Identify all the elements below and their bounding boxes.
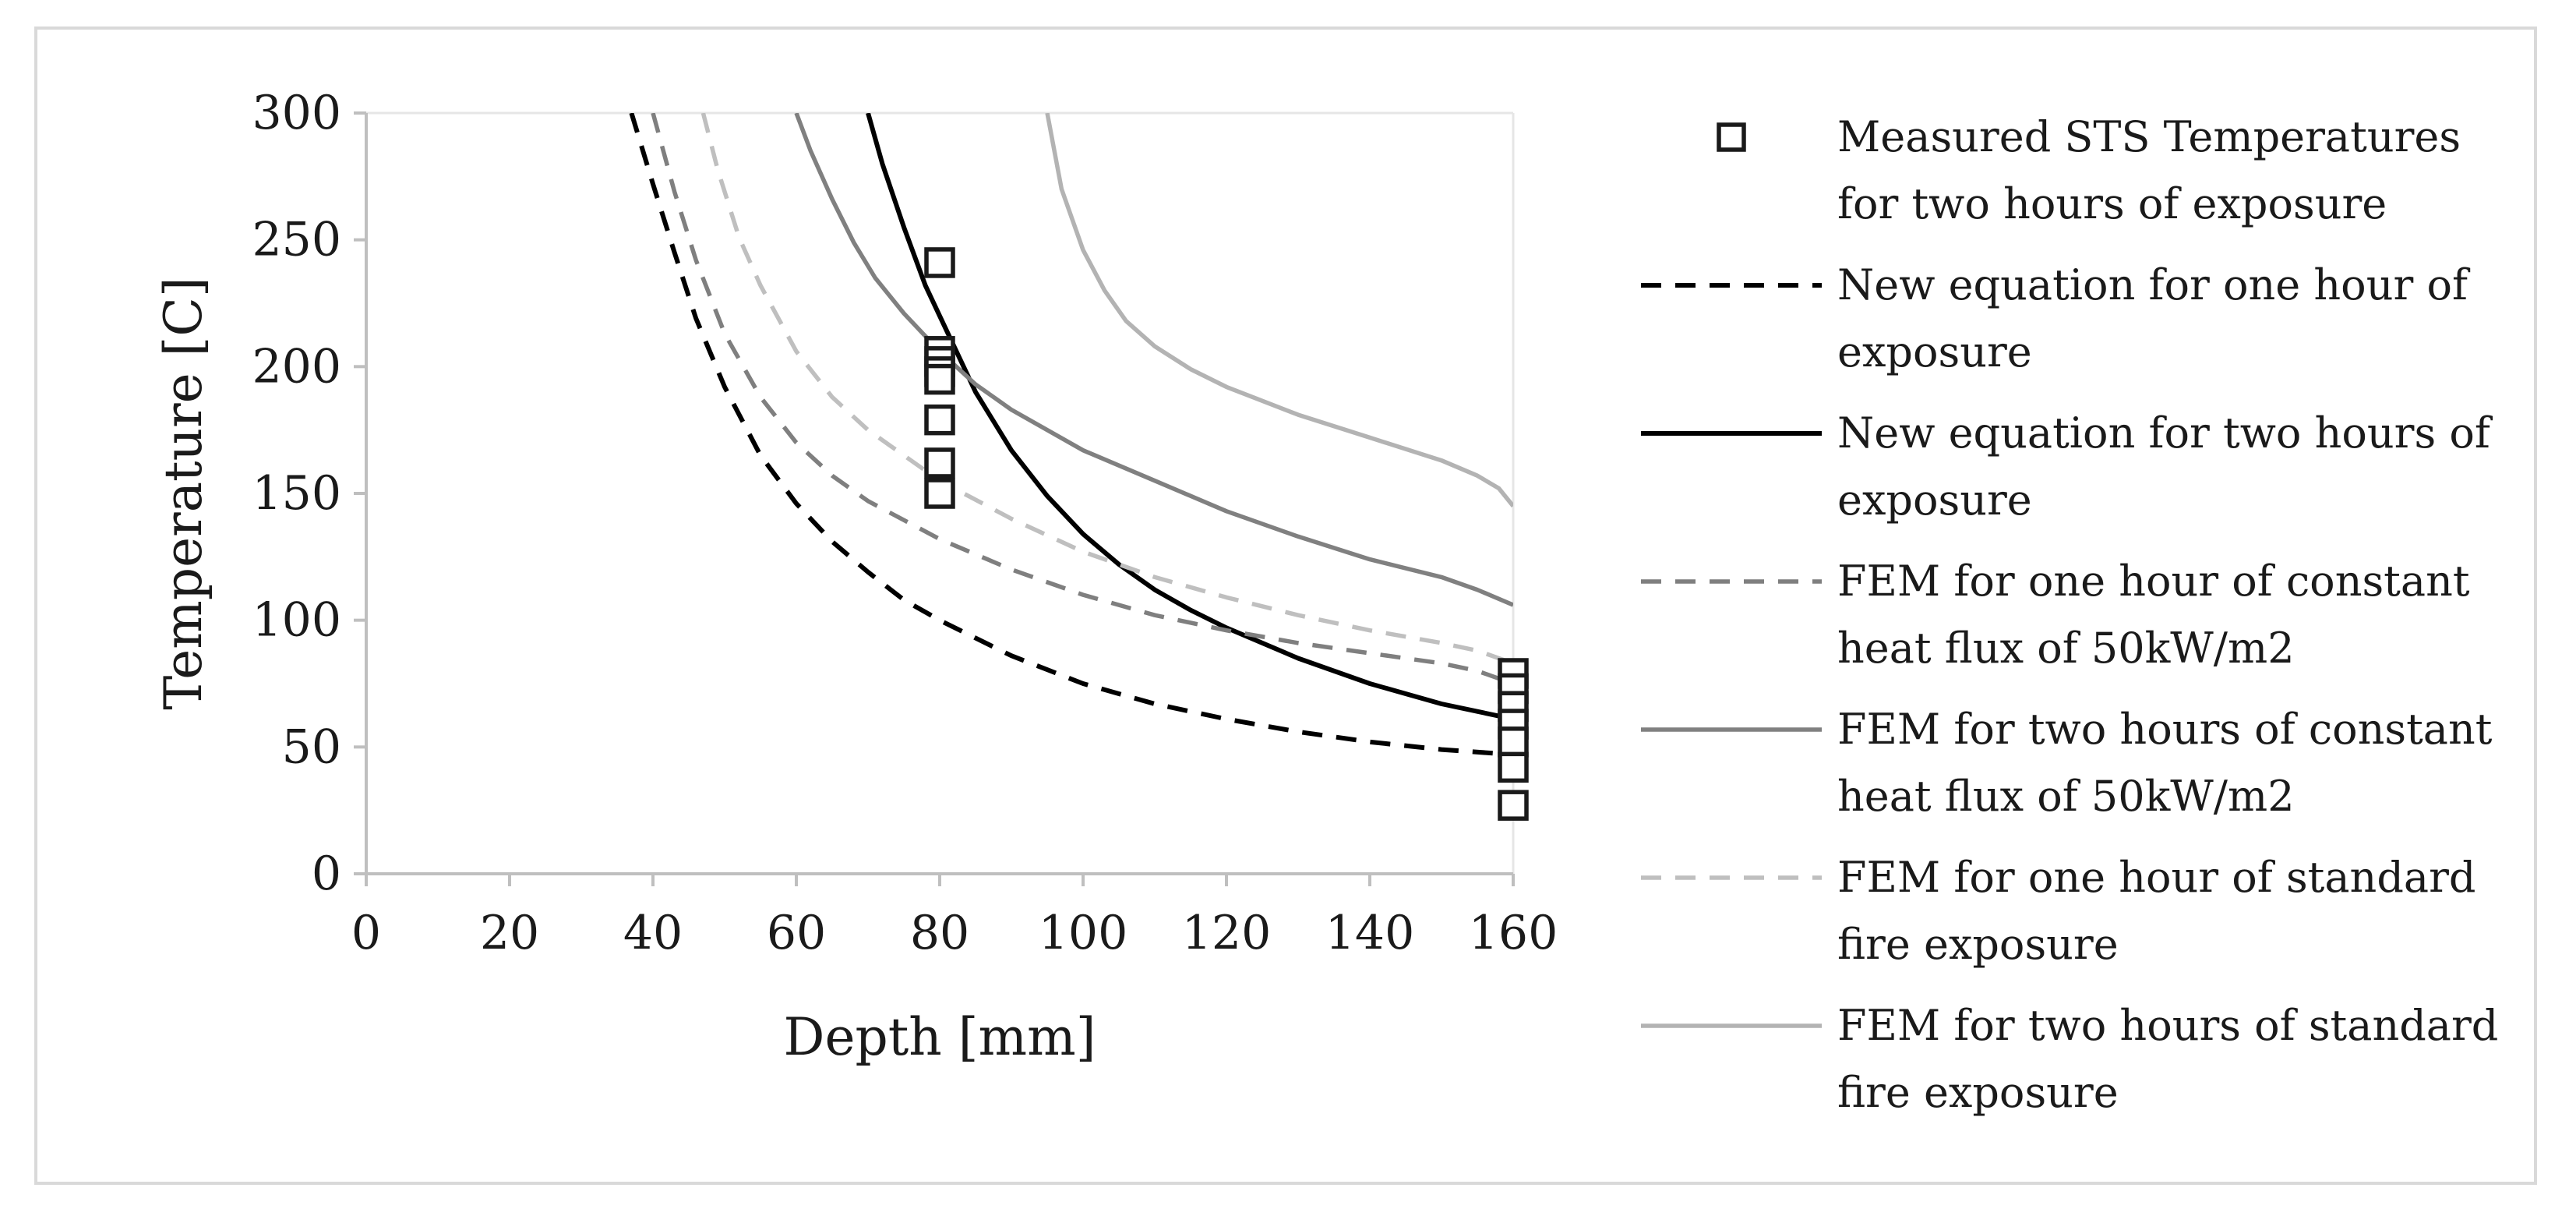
series-line-1 [629, 113, 1513, 758]
series-line-4 [794, 113, 1513, 607]
legend-label: fire exposure [1837, 920, 2119, 969]
measured-point [1498, 726, 1529, 758]
y-tick-label: 50 [282, 719, 341, 774]
legend-entry-1: Measured STS Temperatures for two hours o… [1717, 112, 2461, 228]
x-tick-label: 20 [480, 906, 539, 960]
series-line-3 [651, 113, 1513, 686]
measured-point [924, 447, 955, 479]
legend: Measured STS Temperatures for two hours o… [1641, 112, 2498, 1117]
series-line-5 [700, 113, 1513, 666]
y-tick-label: 200 [252, 339, 341, 394]
y-axis-title: Temperature [C] [154, 277, 213, 709]
x-tick-label: 140 [1325, 906, 1415, 960]
x-tick-label: 40 [623, 906, 683, 960]
legend-label: exposure [1837, 327, 2032, 376]
legend-label: heat flux of 50kW/m2 [1837, 772, 2295, 821]
legend-entry-7: FEM for two hours of standard fire exposu… [1641, 1001, 2498, 1117]
legend-entry-5: FEM for two hours of constant heat flux o… [1641, 705, 2493, 821]
x-axis-title: Depth [mm] [784, 1007, 1096, 1067]
legend-label: exposure [1837, 475, 2032, 525]
legend-label: FEM for one hour of standard [1837, 853, 2475, 902]
legend-label: for two hours of exposure [1837, 179, 2387, 228]
legend-label: Measured STS Temperatures [1837, 112, 2461, 161]
measured-point [924, 478, 955, 509]
series-group [629, 113, 1513, 758]
x-tick-label: 60 [767, 906, 826, 960]
legend-label: FEM for two hours of standard [1837, 1001, 2498, 1050]
legend-marker-square [1717, 122, 1746, 152]
x-tick-label: 80 [910, 906, 969, 960]
chart-frame: 0 50 100 150 200 250 300 0 20 40 60 80 100 120 140 160 … [34, 27, 2537, 1185]
legend-label: fire exposure [1837, 1068, 2119, 1117]
legend-entry-2: New equation for one hour of exposure [1641, 260, 2471, 376]
measured-point [924, 404, 955, 436]
x-tick-label: 160 [1469, 906, 1558, 960]
legend-label: New equation for two hours of [1837, 408, 2493, 458]
legend-entry-4: FEM for one hour of constant heat flux of… [1641, 557, 2470, 673]
legend-label: FEM for two hours of constant [1837, 705, 2493, 754]
y-tick-label: 100 [252, 593, 341, 648]
x-tick-label: 100 [1039, 906, 1128, 960]
legend-entry-3: New equation for two hours of exposure [1641, 408, 2493, 525]
x-tick-label: 120 [1182, 906, 1272, 960]
measured-points [924, 247, 1529, 821]
y-tick-label: 250 [252, 213, 341, 267]
measured-point [924, 247, 955, 278]
legend-label: heat flux of 50kW/m2 [1837, 624, 2295, 673]
y-tick-label: 0 [312, 847, 341, 901]
axes: 0 50 100 150 200 250 300 0 20 40 60 80 100 120 140 160 [252, 86, 1558, 960]
legend-entry-6: FEM for one hour of standard fire exposur… [1641, 853, 2475, 969]
legend-label: FEM for one hour of constant [1837, 557, 2470, 606]
series-line-6 [1045, 113, 1513, 508]
measured-point [1498, 790, 1529, 821]
measured-point [1498, 751, 1529, 783]
series-line-2 [866, 113, 1513, 722]
legend-label: New equation for one hour of [1837, 260, 2471, 309]
y-tick-label: 300 [252, 86, 341, 140]
x-tick-label: 0 [351, 906, 381, 960]
y-tick-label: 150 [252, 466, 341, 521]
measured-point [924, 363, 955, 395]
